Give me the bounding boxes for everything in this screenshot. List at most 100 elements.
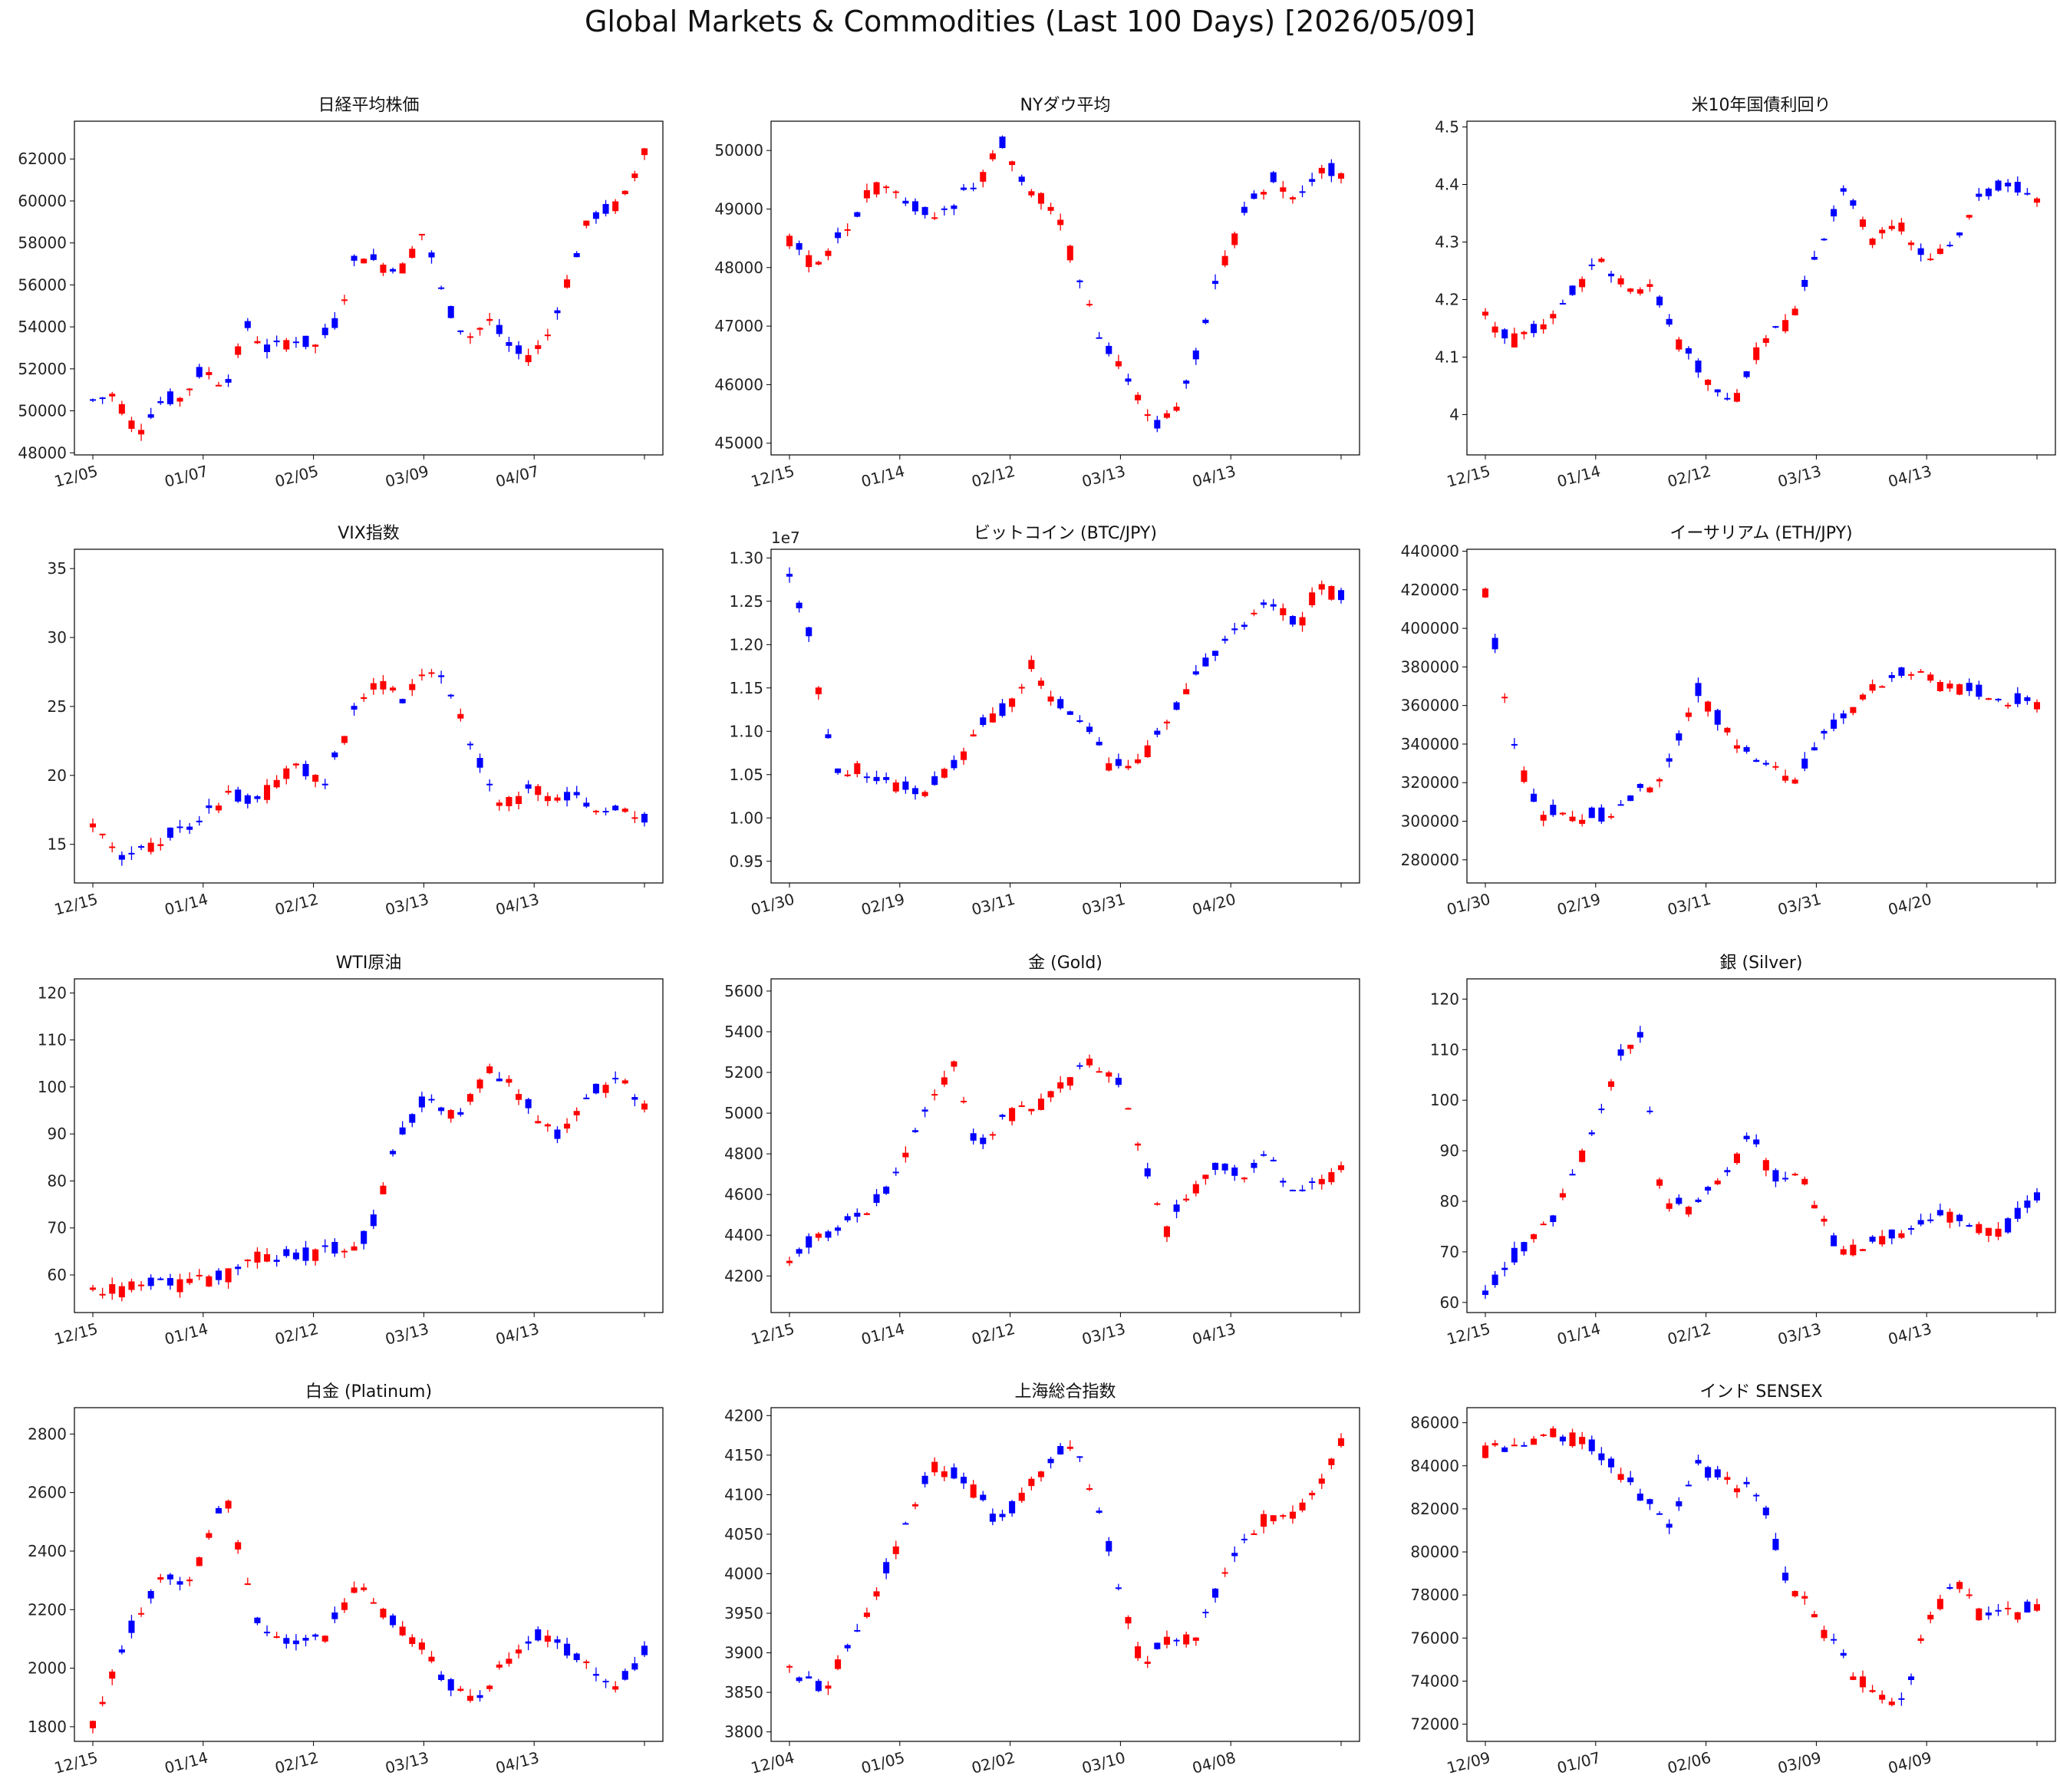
candle-body — [1289, 1511, 1296, 1519]
candle-body — [902, 1523, 909, 1525]
candle-body — [89, 1287, 97, 1290]
candle-body — [535, 786, 542, 796]
candle-body — [1115, 1077, 1122, 1085]
x-tick-label: 03/13 — [1775, 462, 1823, 491]
x-tick-label: 01/14 — [1555, 1319, 1603, 1349]
candle-body — [1685, 1207, 1692, 1215]
candle-body — [1299, 617, 1306, 626]
candle-body — [1995, 180, 2002, 191]
candle-body — [583, 1661, 590, 1663]
candle-body — [592, 1674, 599, 1676]
candle-body — [1115, 759, 1122, 766]
candle-body — [370, 1214, 377, 1227]
candle-body — [1491, 637, 1498, 650]
candle-body — [1879, 229, 1886, 234]
candle-body — [1309, 179, 1316, 183]
candle-body — [380, 1609, 387, 1618]
candle-body — [1318, 584, 1325, 590]
candle-body — [1821, 239, 1828, 241]
candle-body — [418, 1096, 425, 1108]
candle-body — [486, 1066, 493, 1073]
candle-body — [1985, 188, 1992, 196]
y-tick-label: 84000 — [1410, 1457, 1459, 1475]
candle-body — [1617, 1049, 1624, 1056]
candle-body — [1714, 1469, 1721, 1477]
y-tick-label: 4800 — [724, 1145, 763, 1163]
x-tick-label: 02/06 — [1666, 1748, 1713, 1777]
candle-body — [1579, 1437, 1586, 1444]
y-tick-label: 76000 — [1410, 1629, 1459, 1647]
x-tick-label: 02/19 — [1555, 890, 1603, 919]
candle-body — [351, 706, 358, 710]
candle-body — [1588, 1439, 1595, 1451]
candle-body — [911, 1130, 919, 1132]
candle-body — [99, 1701, 106, 1705]
candle-body — [1037, 680, 1044, 686]
y-tick-label: 3850 — [724, 1683, 763, 1701]
candle-body — [273, 340, 280, 343]
candle-body — [292, 1640, 299, 1645]
candle-body — [980, 1494, 987, 1500]
y-tick-label: 70 — [48, 1219, 67, 1237]
candle-body — [1676, 1197, 1683, 1204]
candle-body — [825, 1231, 832, 1238]
candle-body — [1724, 1170, 1731, 1173]
candle-body — [1183, 1198, 1190, 1201]
candle-body — [1753, 759, 1760, 763]
y-tick-label: 82000 — [1410, 1500, 1459, 1518]
candle-body — [1656, 1513, 1663, 1515]
candle-body — [196, 820, 203, 822]
panel-8: 銀 (Silver) 60 70 80 90 100 110 120 12/15 01/14 02/… — [1430, 954, 2056, 1349]
candle-body — [390, 687, 397, 691]
candle-body — [1328, 585, 1335, 600]
candle-body — [1976, 1224, 1983, 1234]
candle-body — [331, 318, 338, 328]
candle-body — [554, 1639, 561, 1643]
candle-body — [1607, 1081, 1615, 1087]
candle-body — [825, 250, 832, 256]
candle-body — [1685, 1484, 1692, 1487]
candle-body — [583, 220, 590, 226]
candle-body — [1501, 329, 1508, 339]
candle-body — [980, 717, 987, 725]
candle-body — [1685, 348, 1692, 354]
candle-body — [1328, 163, 1335, 176]
candle-body — [1096, 741, 1103, 746]
candle-body — [1666, 758, 1673, 762]
candle-body — [428, 252, 435, 258]
candle-body — [351, 1246, 358, 1251]
candle-body — [1607, 273, 1615, 277]
y-tick-label: 30 — [48, 628, 67, 647]
candle-body — [1695, 1199, 1702, 1202]
candle-body — [1482, 311, 1489, 316]
y-tick-label: 4150 — [724, 1446, 763, 1464]
y-tick-label: 80000 — [1410, 1543, 1459, 1561]
panel-title: NYダウ平均 — [1020, 96, 1111, 115]
panel-6: WTI原油 60 70 80 90 100 110 120 12/15 01/14 02/12 03/… — [38, 954, 664, 1349]
x-tick-label: 02/02 — [970, 1748, 1017, 1777]
candle-body — [806, 1236, 812, 1248]
candle-body — [1163, 1636, 1170, 1645]
candle-body — [128, 420, 135, 429]
candle-body — [225, 1268, 232, 1283]
candle-body — [1859, 1676, 1866, 1688]
panel-title: 米10年国債利回り — [1692, 96, 1831, 115]
candle-body — [157, 844, 164, 846]
y-tick-label: 70 — [1440, 1243, 1459, 1261]
x-tick-label: 12/04 — [749, 1748, 796, 1777]
candle-body — [1221, 638, 1228, 641]
candle-body — [911, 1504, 919, 1507]
x-tick-label: 01/14 — [163, 1748, 210, 1777]
candle-body — [1501, 1447, 1508, 1452]
candle-body — [1491, 1443, 1498, 1446]
candle-body — [109, 394, 116, 397]
x-tick-label: 03/13 — [1079, 1319, 1127, 1349]
candle-body — [1762, 1160, 1769, 1171]
candle-body — [641, 1103, 648, 1110]
candle-body — [612, 201, 619, 212]
y-tick-label: 110 — [38, 1031, 67, 1049]
candle-body — [1009, 161, 1016, 166]
candle-body — [390, 268, 397, 272]
candle-body — [128, 1281, 135, 1290]
